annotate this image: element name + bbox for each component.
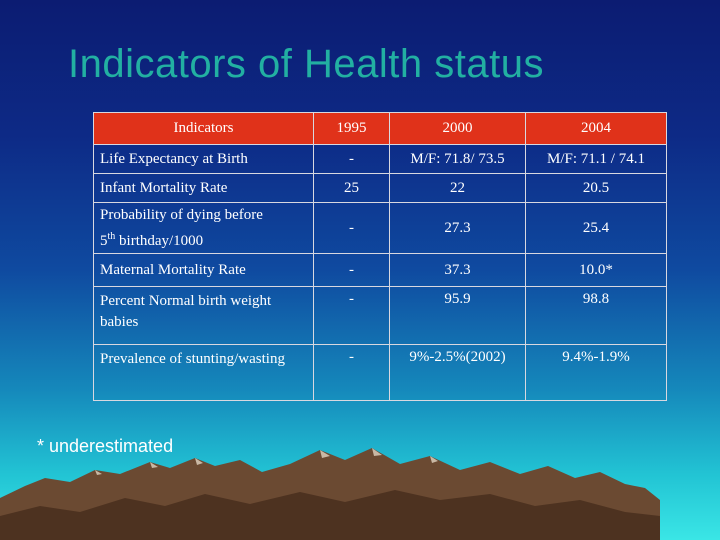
cell-1995: -: [313, 253, 390, 287]
table-row: Life Expectancy at Birth - M/F: 71.8/ 73…: [93, 144, 667, 174]
cell-2000: 22: [389, 173, 526, 203]
header-2004: 2004: [525, 112, 667, 145]
cell-1995: -: [313, 286, 390, 345]
table-row: Maternal Mortality Rate - 37.3 10.0*: [93, 253, 667, 287]
table-row: Probability of dying before 5th birthday/…: [93, 202, 667, 254]
cell-1995: 25: [313, 173, 390, 203]
slide-title: Indicators of Health status: [68, 42, 544, 86]
cell-2000: 27.3: [389, 202, 526, 254]
table-row: Infant Mortality Rate 25 22 20.5: [93, 173, 667, 203]
header-2000: 2000: [389, 112, 526, 145]
row-label-line1: Probability of dying before: [100, 206, 263, 223]
mountain-range-front: [0, 490, 660, 540]
cell-1995: -: [313, 202, 390, 254]
footnote: * underestimated: [37, 436, 174, 456]
cell-2004: M/F: 71.1 / 74.1: [525, 144, 667, 174]
mountains-illustration: [0, 448, 660, 540]
row-label: Percent Normal birth weight babies: [93, 286, 314, 345]
cell-2000: 9%-2.5%(2002): [389, 344, 526, 401]
header-indicators: Indicators: [93, 112, 314, 145]
cell-1995: -: [313, 344, 390, 401]
row-label-superscript: th: [107, 230, 116, 242]
cell-2000: 37.3: [389, 253, 526, 287]
table-row: Prevalence of stunting/wasting - 9%-2.5%…: [93, 344, 667, 401]
cell-2000: M/F: 71.8/ 73.5: [389, 144, 526, 174]
row-label-number: 5: [100, 232, 108, 249]
cell-1995: -: [313, 144, 390, 174]
cell-2000: 95.9: [389, 286, 526, 345]
indicators-table: Indicators 1995 2000 2004 Life Expectanc…: [93, 112, 667, 401]
table-header-row: Indicators 1995 2000 2004: [93, 112, 667, 145]
row-label: Maternal Mortality Rate: [93, 253, 314, 287]
cell-2004: 9.4%-1.9%: [525, 344, 667, 401]
row-label: Infant Mortality Rate: [93, 173, 314, 203]
cell-2004: 20.5: [525, 173, 667, 203]
cell-2004: 10.0*: [525, 253, 667, 287]
header-1995: 1995: [313, 112, 390, 145]
row-label: Probability of dying before 5th birthday/…: [93, 202, 314, 254]
row-label: Life Expectancy at Birth: [93, 144, 314, 174]
cell-2004: 25.4: [525, 202, 667, 254]
table-row: Percent Normal birth weight babies - 95.…: [93, 286, 667, 345]
row-label: Prevalence of stunting/wasting: [93, 344, 314, 401]
cell-2004: 98.8: [525, 286, 667, 345]
row-label-line2: birthday/1000: [115, 232, 204, 249]
